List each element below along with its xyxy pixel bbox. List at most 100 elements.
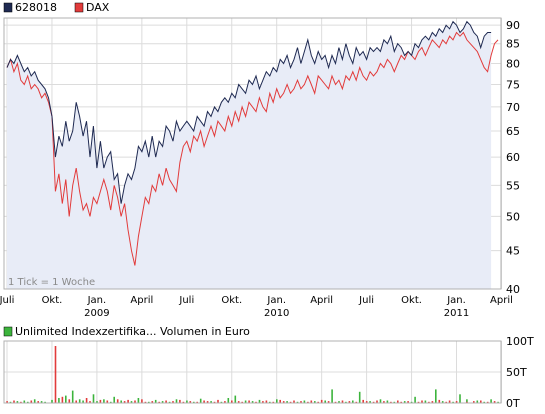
volume-bar-down xyxy=(348,401,351,403)
volume-bar-down xyxy=(54,346,57,403)
volume-bar-up xyxy=(40,401,43,403)
volume-legend-swatch xyxy=(3,326,13,337)
volume-bar-down xyxy=(182,401,185,403)
y-tick-label: 90 xyxy=(506,19,520,32)
volume-bar-up xyxy=(490,399,492,403)
volume-bar-up xyxy=(452,401,454,403)
volume-bar-down xyxy=(327,401,330,403)
volume-bar-up xyxy=(9,401,12,403)
volume-bar-down xyxy=(445,401,447,403)
x-tick-label: Okt. xyxy=(42,295,63,306)
volume-bar-up xyxy=(459,394,461,403)
volume-bar-down xyxy=(141,399,143,403)
volume-y-tick-label: 100T xyxy=(506,335,534,348)
legend-swatch-dax xyxy=(74,2,84,13)
volume-bar-down xyxy=(144,401,147,403)
main-y-axis: 40 45 50 55 60 65 70 75 80 85 90 xyxy=(506,19,520,296)
volume-bar-down xyxy=(372,401,375,403)
volume-bar-down xyxy=(13,400,15,403)
volume-bar-down xyxy=(438,399,441,403)
volume-bar-down xyxy=(241,401,243,403)
volume-bar-up xyxy=(82,400,84,403)
volume-bar-down xyxy=(320,399,323,403)
y-tick-label: 45 xyxy=(506,245,520,258)
series-dax-line xyxy=(6,31,499,266)
volume-bar-up xyxy=(23,400,26,403)
x-tick-label: Juli xyxy=(0,295,14,306)
volume-bar-down xyxy=(99,399,102,403)
volume-bar-up xyxy=(324,400,326,403)
volume-bar-up xyxy=(168,401,171,403)
volume-bar-down xyxy=(289,401,292,403)
x-tick-label: Okt. xyxy=(401,295,422,306)
y-tick-label: 85 xyxy=(506,38,520,51)
volume-bar-down xyxy=(397,400,399,403)
volume-bar-down xyxy=(255,401,257,403)
volume-bar-down xyxy=(417,401,420,403)
volume-bar-up xyxy=(161,401,164,403)
volume-bar-up xyxy=(220,401,223,403)
volume-bar-down xyxy=(20,401,22,403)
volume-bar-down xyxy=(106,400,109,403)
volume-bar-down xyxy=(355,401,358,403)
volume-bar-down xyxy=(300,401,302,403)
volume-bar-up xyxy=(130,401,133,403)
volume-bar-up xyxy=(96,401,98,403)
volume-bar-down xyxy=(213,401,216,403)
volume-bar-down xyxy=(486,401,489,403)
volume-bar-up xyxy=(16,401,19,403)
x-tick-label: April xyxy=(490,295,513,306)
volume-bar-down xyxy=(265,400,268,403)
volume-bar-up xyxy=(193,401,195,403)
volume-bar-down xyxy=(421,400,423,403)
volume-bar-down xyxy=(376,400,378,403)
x-tick-label: April xyxy=(130,295,153,306)
x-tick-label: Juli xyxy=(358,295,374,306)
volume-bar-down xyxy=(480,400,482,403)
volume-bar-down xyxy=(231,400,233,403)
volume-bar-down xyxy=(407,401,409,403)
volume-bar-down xyxy=(89,401,91,403)
volume-bar-up xyxy=(110,401,112,403)
volume-bar-up xyxy=(27,401,29,403)
volume-bar-up xyxy=(338,401,340,403)
volume-bar-up xyxy=(386,400,389,403)
volume-bar-down xyxy=(455,401,458,403)
volume-bar-up xyxy=(51,399,53,403)
volume-y-axis: 0T 50T 100T xyxy=(506,335,534,410)
volume-bar-down xyxy=(282,401,285,403)
volume-bar-up xyxy=(199,398,202,403)
y-tick-label: 50 xyxy=(506,210,520,223)
volume-bar-down xyxy=(127,399,129,403)
volume-bar-up xyxy=(466,399,468,403)
volume-bar-down xyxy=(37,401,39,403)
volume-bar-up xyxy=(379,399,382,403)
x-tick-label: Okt. xyxy=(221,295,242,306)
volume-bar-up xyxy=(92,394,95,403)
volume-bar-down xyxy=(262,401,264,403)
legend-swatch-628018 xyxy=(3,2,13,13)
volume-bar-up xyxy=(137,398,140,403)
volume-bar-down xyxy=(248,400,250,403)
volume-bar-up xyxy=(369,401,371,403)
volume-bar-down xyxy=(203,400,205,403)
volume-bar-down xyxy=(431,401,434,403)
volume-bar-down xyxy=(293,400,295,403)
y-tick-label: 55 xyxy=(506,179,520,192)
volume-bar-down xyxy=(365,401,368,403)
volume-bar-up xyxy=(210,401,212,403)
volume-bar-down xyxy=(307,401,309,403)
volume-bar-up xyxy=(58,398,60,403)
volume-bar-up xyxy=(103,399,105,403)
volume-bar-up xyxy=(303,400,306,403)
volume-bar-down xyxy=(61,396,64,403)
volume-bar-down xyxy=(123,401,126,403)
x-tick-label: Jan. xyxy=(446,295,466,306)
volume-bar-down xyxy=(116,399,119,403)
volume-bar-down xyxy=(172,401,174,403)
volume-bar-down xyxy=(279,399,281,403)
volume-bar-down xyxy=(448,400,451,403)
volume-bar-up xyxy=(410,401,413,403)
volume-bar-down xyxy=(85,398,88,403)
